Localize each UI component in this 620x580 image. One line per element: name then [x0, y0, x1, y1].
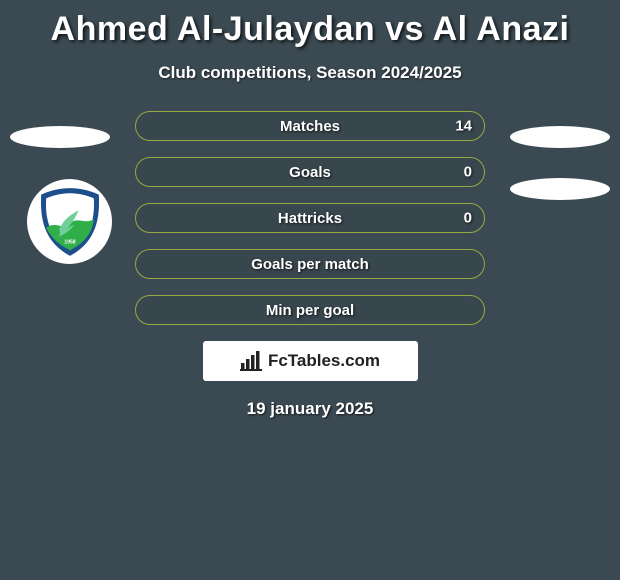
stat-row-min-per-goal: Min per goal: [135, 295, 485, 325]
stats-table: Matches 14 Goals 0 Hattricks 0 Goals per…: [135, 111, 485, 325]
player-left-club-badge: ALFATEH FC 1958: [27, 179, 112, 264]
svg-text:ALFATEH FC: ALFATEH FC: [52, 198, 87, 204]
player-right-avatar-placeholder: [510, 126, 610, 148]
player-right-club-placeholder: [510, 178, 610, 200]
stat-label: Min per goal: [266, 302, 354, 319]
date-label: 19 january 2025: [0, 399, 620, 419]
page-title: Ahmed Al-Julaydan vs Al Anazi: [0, 0, 620, 49]
club-shield-icon: ALFATEH FC 1958: [34, 186, 106, 258]
stat-label: Matches: [280, 118, 340, 135]
subtitle: Club competitions, Season 2024/2025: [0, 63, 620, 83]
stat-right-value: 14: [455, 118, 472, 135]
bar-chart-icon: [240, 351, 262, 371]
svg-text:1958: 1958: [64, 239, 75, 245]
brand-text: FcTables.com: [268, 351, 380, 371]
stat-right-value: 0: [464, 164, 472, 181]
stat-label: Hattricks: [278, 210, 342, 227]
stat-row-hattricks: Hattricks 0: [135, 203, 485, 233]
stat-row-goals: Goals 0: [135, 157, 485, 187]
stat-row-goals-per-match: Goals per match: [135, 249, 485, 279]
stat-row-matches: Matches 14: [135, 111, 485, 141]
brand-box: FcTables.com: [203, 341, 418, 381]
stat-right-value: 0: [464, 210, 472, 227]
stat-label: Goals: [289, 164, 331, 181]
stat-label: Goals per match: [251, 256, 369, 273]
player-left-avatar-placeholder: [10, 126, 110, 148]
